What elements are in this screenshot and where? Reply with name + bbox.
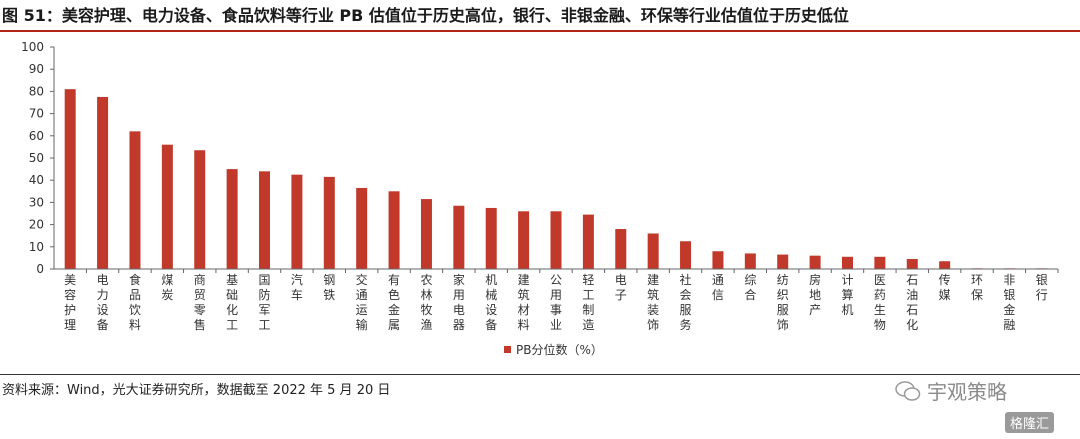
x-tick-label: 通信	[712, 273, 724, 302]
bar	[841, 256, 853, 269]
x-tick-label: 煤炭	[161, 273, 173, 302]
x-tick-label: 建筑材料	[518, 273, 530, 332]
bar	[453, 205, 465, 269]
x-tick-label: 有色金属	[388, 273, 400, 332]
x-tick-label: 医药生物	[874, 273, 886, 332]
bar	[647, 233, 659, 269]
x-tick-label: 食品饮料	[129, 272, 141, 332]
x-tick-label: 基础化工	[226, 273, 238, 332]
x-tick-label: 机械设备	[485, 273, 497, 332]
x-tick-label: 电力设备	[97, 273, 109, 332]
watermark-text: 宇观策略	[927, 380, 1007, 404]
x-tick-label: 轻工制造	[582, 273, 594, 332]
bars	[64, 89, 1048, 270]
x-tick-label: 综合	[744, 273, 756, 302]
bar	[388, 191, 400, 269]
source-note: 资料来源：Wind，光大证券研究所，数据截至 2022 年 5 月 20 日	[2, 383, 391, 398]
x-tick-label: 电子	[615, 273, 627, 302]
bar	[194, 150, 206, 269]
x-tick-label: 商贸零售	[194, 272, 206, 332]
bar	[550, 211, 562, 269]
x-tick-label: 家用电器	[453, 272, 465, 332]
y-tick-label: 20	[29, 218, 44, 232]
y-tick-label: 80	[29, 84, 44, 98]
bar	[161, 144, 173, 269]
x-tick-label: 银行	[1036, 273, 1048, 302]
x-tick-label: 建筑装饰	[647, 273, 659, 332]
bar	[712, 251, 724, 269]
bar	[809, 255, 821, 269]
x-tick-label: 公用事业	[550, 273, 562, 332]
x-tick-label: 汽车	[291, 272, 303, 302]
chart-title: 图 51：美容护理、电力设备、食品饮料等行业 PB 估值位于历史高位，银行、非银…	[2, 6, 849, 25]
bar	[64, 89, 76, 270]
y-tick-label: 70	[29, 107, 44, 121]
y-tick-label: 60	[29, 129, 44, 143]
bar	[744, 253, 756, 269]
bar	[323, 176, 335, 269]
y-tick-label: 90	[29, 62, 44, 76]
x-tick-label: 传媒	[939, 272, 951, 302]
y-tick-label: 10	[29, 240, 44, 254]
x-tick-label: 农林牧渔	[420, 273, 432, 332]
legend-label: PB分位数（%）	[516, 342, 603, 357]
bar	[420, 199, 432, 269]
legend: PB分位数（%）	[504, 342, 603, 357]
bar	[259, 171, 271, 269]
x-tick-label: 钢铁	[323, 273, 335, 302]
bar	[129, 131, 141, 269]
x-tick-label: 国防军工	[259, 273, 271, 332]
x-tick-label: 社会服务	[680, 272, 692, 332]
x-tick-label: 房地产	[809, 272, 821, 317]
bar	[680, 241, 692, 269]
bar	[939, 261, 951, 269]
bar	[582, 214, 594, 269]
y-tick-label: 0	[36, 262, 44, 276]
x-tick-label: 计算机	[841, 273, 853, 317]
bar	[615, 229, 627, 269]
bar	[485, 207, 497, 269]
y-tick-label: 30	[29, 195, 44, 209]
title-divider	[0, 30, 1080, 32]
bar-chart: 0 10 20 30 40 50 60 70 80 90 100 美容护理 电力设备 食品饮料 煤炭 商贸零…	[21, 40, 1059, 357]
watermark: 宇观策略	[895, 376, 1007, 405]
y-tick-label: 100	[21, 40, 44, 54]
bar	[518, 211, 530, 269]
x-tick-label: 环保	[971, 273, 983, 302]
footer-divider	[0, 374, 1080, 375]
x-tick-label: 非银金融	[1003, 273, 1015, 332]
y-tick-label: 50	[29, 151, 44, 165]
wechat-icon	[895, 380, 921, 401]
x-tick-label: 交通运输	[356, 272, 368, 332]
x-tick-label: 纺织服饰	[777, 273, 789, 332]
watermark-badge: 格隆汇	[1005, 412, 1055, 433]
bar	[356, 187, 368, 269]
bar	[291, 174, 303, 269]
x-tick-label: 美容护理	[64, 273, 76, 332]
bar	[97, 96, 109, 269]
bar	[777, 254, 789, 269]
bar	[226, 169, 238, 269]
legend-swatch	[504, 346, 511, 353]
bar	[906, 259, 918, 269]
bar	[874, 256, 886, 269]
y-tick-label: 40	[29, 173, 44, 187]
x-tick-label: 石油石化	[906, 273, 918, 332]
y-axis: 0 10 20 30 40 50 60 70 80 90 100	[21, 40, 55, 276]
